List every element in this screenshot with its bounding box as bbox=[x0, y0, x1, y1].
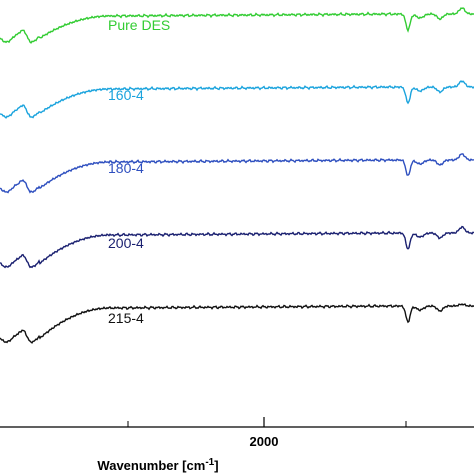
series-labels: Pure DES 160-4 180-4 200-4 215-4 bbox=[108, 17, 170, 326]
series-group bbox=[0, 7, 474, 344]
series-label-2: 160-4 bbox=[108, 87, 144, 103]
series-label-4: 200-4 bbox=[108, 235, 144, 251]
series-label-5: 215-4 bbox=[108, 310, 144, 326]
series-line-4 bbox=[0, 225, 474, 269]
series-label-3: 180-4 bbox=[108, 160, 144, 176]
series-line-3 bbox=[0, 153, 474, 194]
series-label-1: Pure DES bbox=[108, 17, 170, 33]
series-line-1 bbox=[0, 7, 474, 44]
series-line-5 bbox=[0, 303, 474, 344]
x-axis-title: Wavenumber [cm-1] bbox=[97, 457, 218, 473]
x-tick-label-2000: 2000 bbox=[250, 434, 279, 449]
series-line-2 bbox=[0, 80, 474, 119]
